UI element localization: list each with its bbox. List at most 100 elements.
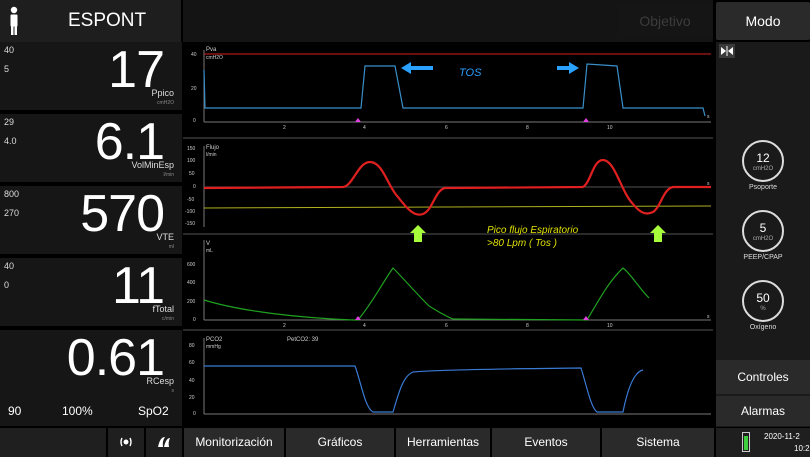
flow-waveform [203,158,711,216]
param-value: 17 [108,41,165,99]
x-tick: 2 [283,323,286,329]
param-vte[interactable]: 800 270 570 VTE ml [0,185,182,256]
knob-oxigeno[interactable]: 50 % Oxígeno [716,280,810,350]
pressure-unit: cmH2O [206,55,223,61]
x-tick: 8 [526,323,529,329]
spo2-percent: 100% [62,404,93,418]
peak-annotation-line1: Pico flujo Espiratorio [487,225,579,236]
date: 2020-11-2 [764,432,800,441]
x-tick: 10 [607,125,613,131]
knob-value: 5 [759,221,767,235]
flow-unit: l/min [206,152,217,158]
peak-annotation-line2: >80 Lpm ( Tos ) [487,238,557,249]
flow-tick: 0 [193,184,196,190]
knob-label: Oxígeno [749,324,777,331]
volume-tick: 0 [193,317,196,323]
patient-mode-panel[interactable]: ESPONT [0,0,182,42]
battery-icon [742,432,750,452]
bottom-bar: Monitorización Gráficos Herramientas Eve… [0,428,810,457]
volume-tick: 600 [187,262,196,268]
volume-title: V [206,241,210,247]
param-value: 11 [112,257,165,315]
pressure-tick-40: 40 [191,52,197,58]
ventilation-mode: ESPONT [68,10,147,31]
flow-tick: -100 [185,209,195,215]
bottom-blank [0,428,106,457]
freeze-icon[interactable] [719,44,735,58]
flow-title: Flujo [206,145,220,151]
controles-button[interactable]: Controles [716,360,810,394]
spo2-row[interactable]: 90 100% SpO2 [0,398,182,426]
status-area: 2020-11-2 10:2 [716,428,810,457]
knob-dial[interactable]: 50 % [742,280,784,322]
knob-psoporte[interactable]: 12 cmH2O Psoporte [716,140,810,210]
knob-label: Psoporte [748,184,778,191]
knob-dial[interactable]: 5 cmH2O [742,210,784,252]
nebulizer-icon[interactable] [108,428,144,457]
knob-peep[interactable]: 5 cmH2O PEEP/CPAP [716,210,810,280]
volume-tick: 200 [187,299,196,305]
co2-tick: 0 [193,411,196,417]
breath-marker [583,118,589,122]
tos-arrow-left [401,62,433,74]
param-ftotal[interactable]: 40 0 11 fTotal c/min [0,257,182,328]
x-end: s [707,114,710,120]
knob-unit: % [760,306,766,312]
knob-label: PEEP/CPAP [743,254,783,261]
param-unit: l/min [163,172,174,178]
waveform-graphs: Pva cmH2O 40 20 0 2 4 6 8 10 s TOS Flujo… [183,42,713,427]
co2-tick: 20 [189,395,195,401]
knob-dial[interactable]: 12 cmH2O [742,140,784,182]
x-tick: 6 [445,323,448,329]
modo-button[interactable]: Modo [716,2,810,40]
pulse-rate: 90 [8,404,22,418]
tab-herramientas[interactable]: Herramientas [396,428,490,457]
breath-marker [583,316,589,320]
volume-waveform [203,267,650,321]
param-label: fTotal [152,304,174,314]
x-tick: 8 [526,125,529,131]
param-ppico[interactable]: 40 5 17 Ppico cmH2O [0,41,182,112]
co2-tick: 80 [189,343,195,349]
alarm-high: 800 [4,189,20,199]
alarm-high: 29 [4,117,15,127]
param-label: RCesp [146,376,174,386]
x-tick: 4 [363,125,366,131]
x-end: s [707,314,710,320]
param-unit: ml [168,244,174,250]
co2-tick: 60 [189,360,195,366]
param-unit: s [171,388,175,394]
param-volminesp[interactable]: 29 4.0 6.1 VolMinEsp l/min [0,113,182,184]
alarm-high: 40 [4,261,15,271]
flow-trigger-line [203,205,712,209]
pressure-title: Pva [206,47,217,53]
alarm-low: 5 [4,64,10,74]
pressure-x-ticks: 2 4 6 8 10 s [283,114,710,131]
objetivo-button[interactable]: Objetivo [618,4,712,38]
alarm-low: 0 [4,280,10,290]
time: 10:2 [794,444,810,453]
co2-title: PCO2 [206,337,223,343]
alarmas-button[interactable]: Alarmas [716,396,810,426]
param-rcesp[interactable]: 0.61 RCesp s [0,329,182,400]
breath-marker [355,118,361,122]
top-bar: ESPONT Objetivo Modo [0,0,810,42]
suction-icon[interactable] [146,428,182,457]
flow-tick: 100 [187,158,196,164]
spo2-label: SpO2 [138,404,169,418]
waveform-svg: Pva cmH2O 40 20 0 2 4 6 8 10 s TOS Flujo… [183,47,713,417]
co2-unit: mmHg [206,344,221,350]
knob-value: 12 [756,151,770,165]
param-label: VTE [156,232,174,242]
tos-label: TOS [459,67,482,79]
parameters-panel: 40 5 17 Ppico cmH2O 29 4.0 6.1 VolMinEsp… [0,41,182,427]
param-unit: c/min [162,316,174,322]
x-tick: 10 [607,323,613,329]
tab-graficos[interactable]: Gráficos [286,428,394,457]
tab-monitorizacion[interactable]: Monitorización [184,428,284,457]
tab-sistema[interactable]: Sistema [602,428,714,457]
param-value: 570 [80,185,165,243]
volume-unit: mL [206,248,213,254]
tab-eventos[interactable]: Eventos [492,428,600,457]
tos-arrow-right [557,62,579,74]
